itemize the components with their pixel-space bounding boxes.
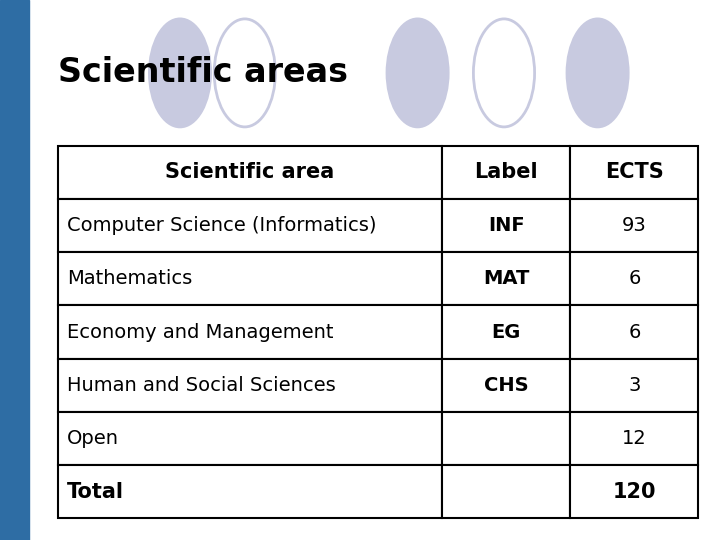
Text: Mathematics: Mathematics <box>67 269 192 288</box>
Text: Scientific area: Scientific area <box>165 163 335 183</box>
Text: 6: 6 <box>628 269 641 288</box>
Text: 93: 93 <box>622 216 647 235</box>
Text: 6: 6 <box>628 322 641 342</box>
Text: CHS: CHS <box>484 376 528 395</box>
Text: ECTS: ECTS <box>605 163 664 183</box>
Text: 120: 120 <box>613 482 656 502</box>
Text: 12: 12 <box>622 429 647 448</box>
Text: EG: EG <box>492 322 521 342</box>
Text: Open: Open <box>67 429 119 448</box>
Text: Computer Science (Informatics): Computer Science (Informatics) <box>67 216 377 235</box>
Text: Total: Total <box>67 482 124 502</box>
Text: MAT: MAT <box>483 269 529 288</box>
Text: 3: 3 <box>628 376 641 395</box>
Text: Human and Social Sciences: Human and Social Sciences <box>67 376 336 395</box>
Text: INF: INF <box>488 216 524 235</box>
Text: Label: Label <box>474 163 538 183</box>
Text: Economy and Management: Economy and Management <box>67 322 333 342</box>
Text: Scientific areas: Scientific areas <box>58 56 348 90</box>
